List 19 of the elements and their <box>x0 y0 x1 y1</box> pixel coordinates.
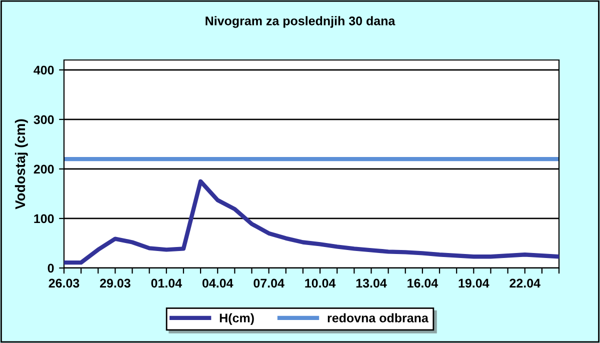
x-tick-label: 19.04 <box>458 278 490 288</box>
y-tick-label: 200 <box>34 164 54 174</box>
chart-title: Nivogram za poslednjih 30 dana <box>206 16 396 28</box>
x-tick-label: 07.04 <box>254 278 284 288</box>
x-tick-label: 10.04 <box>305 278 336 288</box>
legend-label: H(cm) <box>220 313 254 325</box>
y-axis-title: Vodostaj (cm) <box>14 119 28 210</box>
x-tick-label: 26.03 <box>48 278 80 288</box>
y-tick-label: 300 <box>34 115 54 124</box>
y-tick-label: 0 <box>48 264 54 273</box>
x-tick-label: 22.04 <box>510 278 540 288</box>
x-tick-label: 29.03 <box>100 278 130 288</box>
x-tick-label: 01.04 <box>151 278 182 288</box>
x-tick-label: 13.04 <box>356 278 387 288</box>
y-tick-label: 400 <box>34 66 54 75</box>
x-tick-label: 04.04 <box>202 278 234 288</box>
legend-label: redovna odbrana <box>328 313 428 322</box>
x-tick-label: 16.04 <box>408 278 438 288</box>
y-tick-label: 100 <box>34 214 54 224</box>
